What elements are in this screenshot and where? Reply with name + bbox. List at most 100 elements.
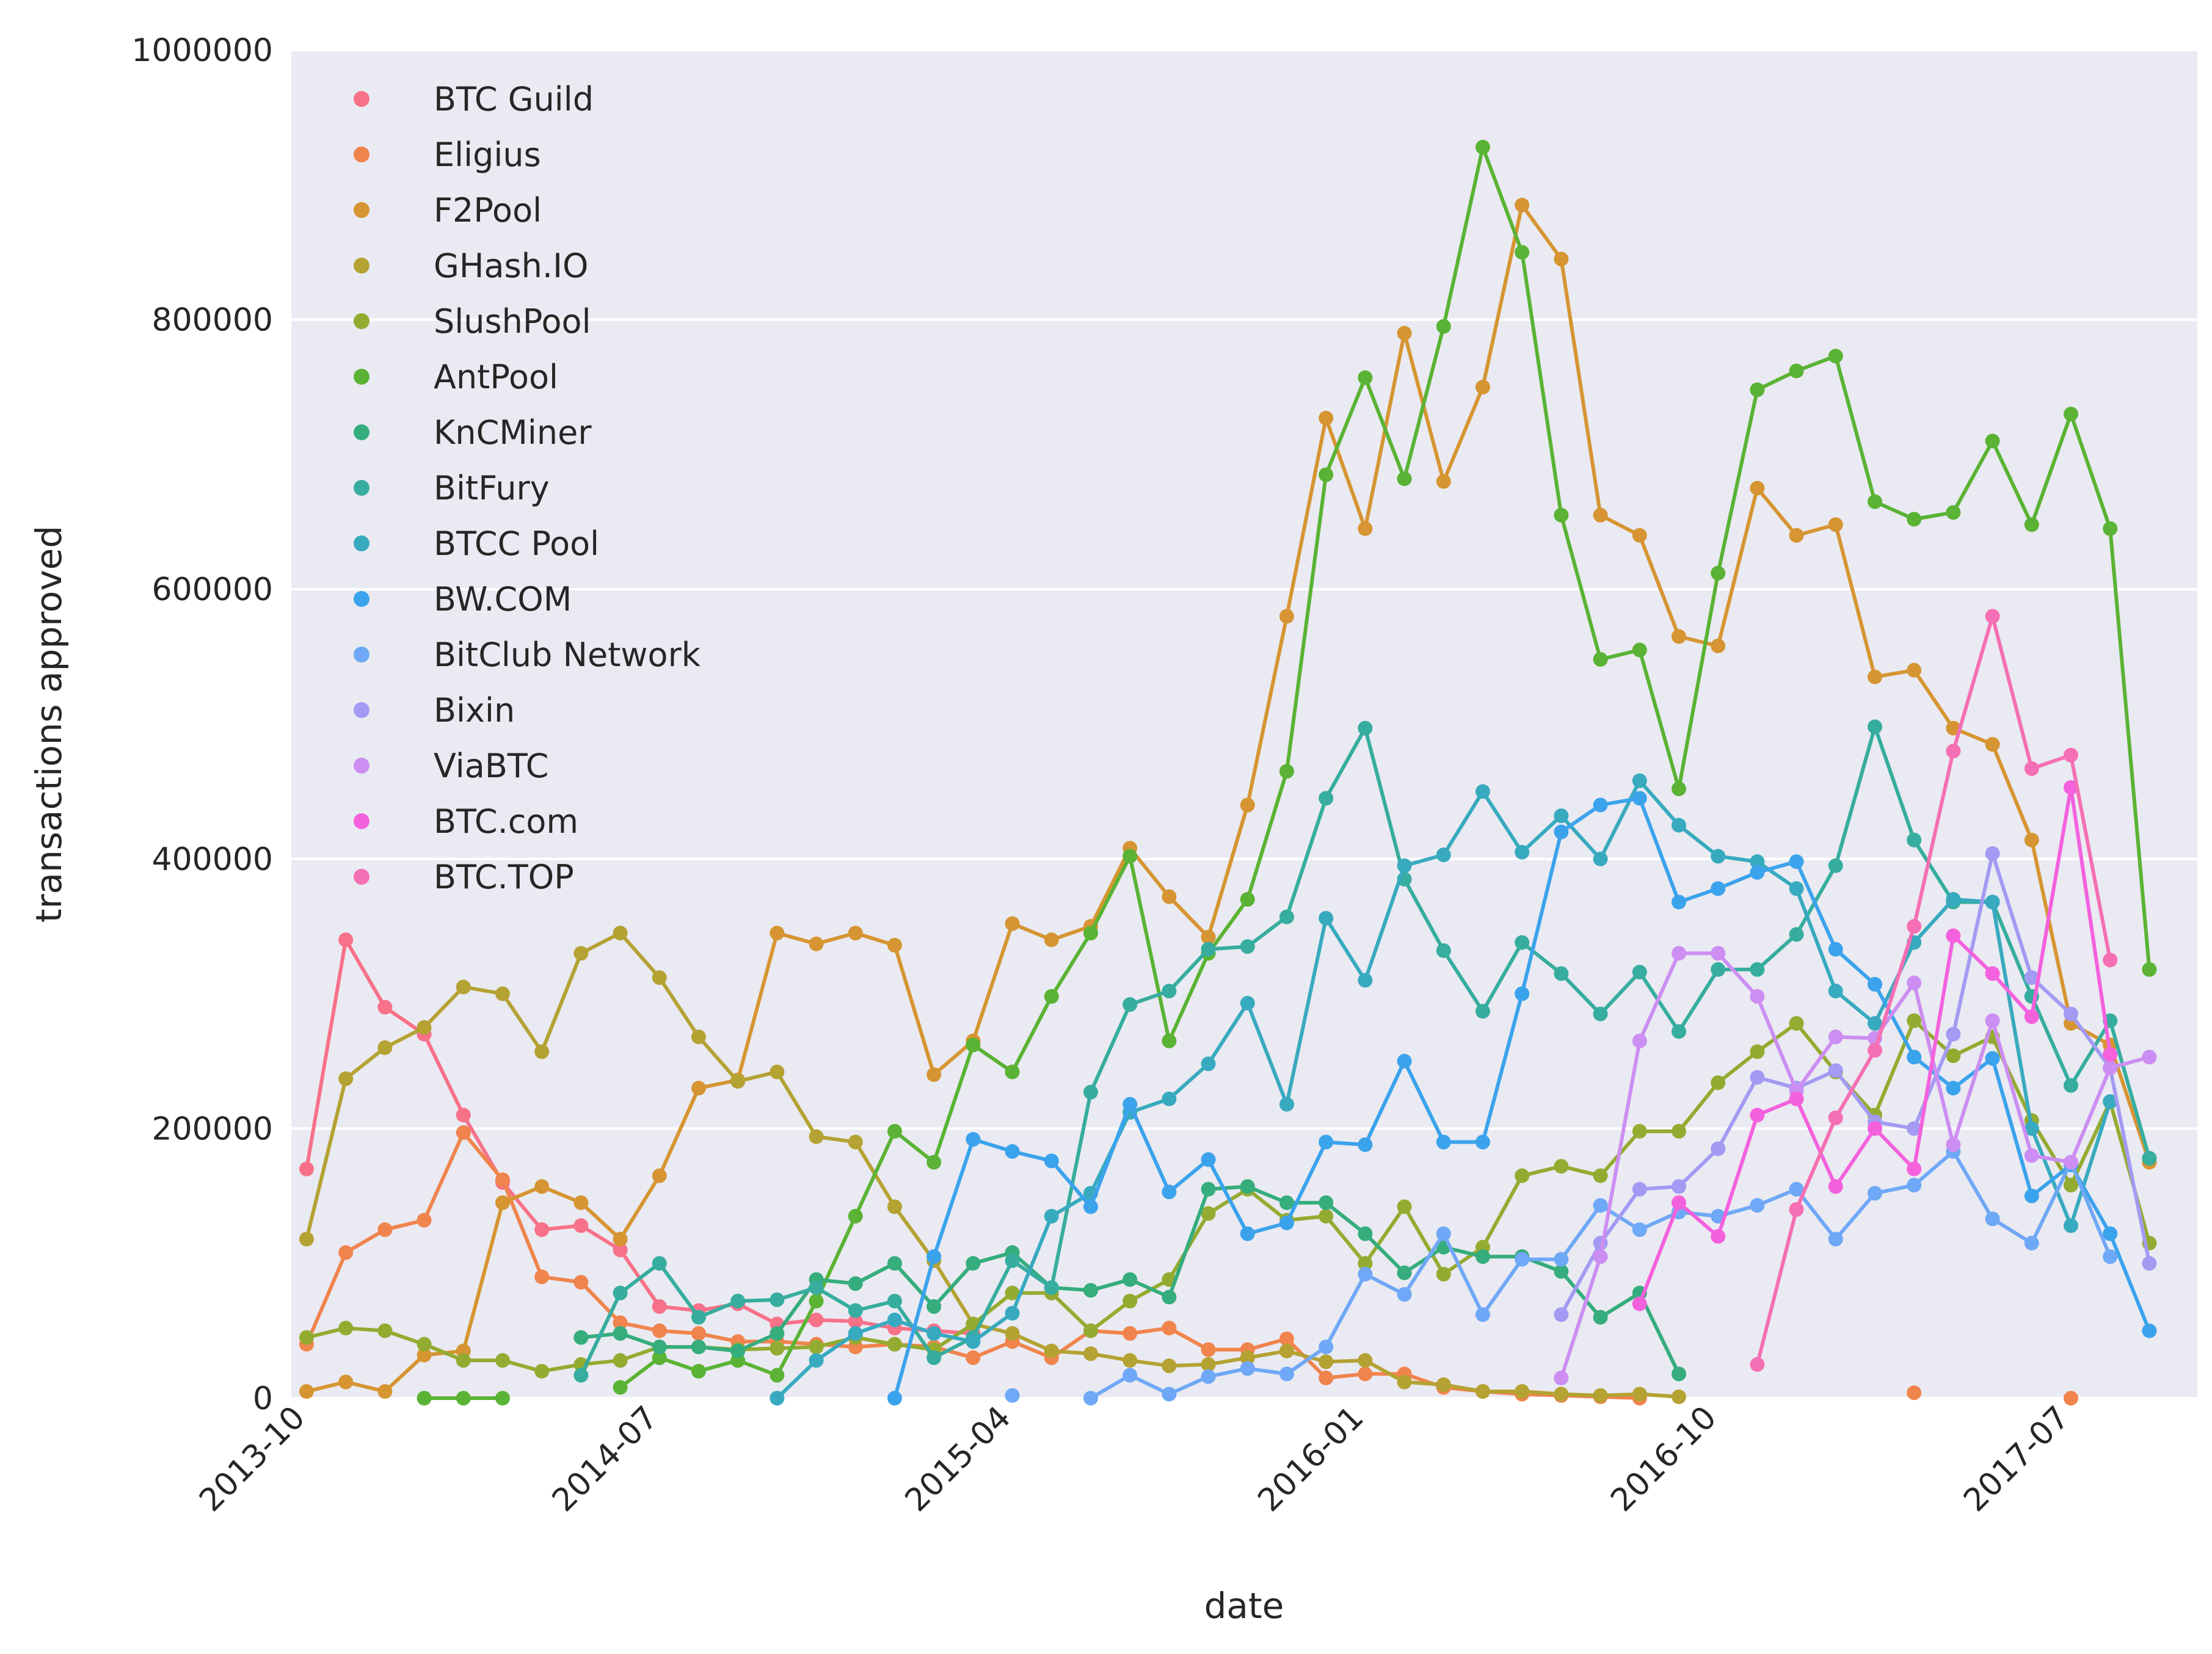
data-point — [1397, 471, 1412, 487]
data-point — [1358, 1226, 1373, 1241]
data-point — [1515, 197, 1530, 212]
data-point — [1632, 1123, 1647, 1139]
series-slushpool — [299, 1013, 2157, 1379]
data-point — [848, 1303, 863, 1318]
data-point — [1279, 1195, 1294, 1210]
data-point — [495, 1172, 510, 1188]
data-point — [1985, 966, 2000, 981]
data-point — [1122, 1368, 1138, 1383]
legend-label: GHash.IO — [434, 247, 589, 285]
data-point — [1162, 889, 1177, 904]
data-point — [1240, 797, 1255, 813]
data-point — [1946, 1048, 1961, 1064]
data-point — [1397, 1054, 1412, 1068]
data-point — [2103, 1249, 2118, 1264]
data-point — [2103, 521, 2118, 536]
data-point — [1201, 1181, 1216, 1197]
data-point — [1319, 1134, 1334, 1150]
data-point — [809, 936, 824, 951]
data-point — [1044, 1208, 1059, 1224]
data-point — [1593, 1310, 1608, 1325]
data-point — [495, 1195, 510, 1210]
data-point — [1083, 1346, 1098, 1362]
data-point — [1515, 986, 1530, 1001]
data-point — [1946, 1026, 1961, 1042]
data-point — [1005, 1326, 1020, 1341]
data-point — [1083, 1084, 1098, 1100]
data-point — [1240, 1226, 1255, 1241]
data-point — [1593, 1006, 1608, 1021]
data-point — [1632, 1387, 1647, 1402]
data-point — [1122, 1294, 1138, 1309]
legend-marker — [354, 147, 369, 162]
data-point — [2142, 1256, 2157, 1271]
data-point — [1554, 1252, 1569, 1267]
data-point — [1358, 1137, 1373, 1152]
data-point — [1279, 1215, 1294, 1230]
series-line — [1755, 614, 2112, 1365]
data-point — [456, 979, 471, 995]
data-point — [1279, 609, 1294, 624]
data-point — [809, 1129, 824, 1144]
data-point — [1711, 881, 1726, 896]
data-point — [769, 1292, 785, 1307]
data-point — [1750, 989, 1765, 1004]
data-point — [1632, 1296, 1647, 1311]
data-point — [887, 1123, 902, 1139]
data-point — [1279, 764, 1294, 779]
data-point — [1475, 139, 1490, 154]
data-point — [1319, 910, 1334, 926]
series-viabtc — [1554, 946, 2157, 1385]
data-point — [2024, 1188, 2039, 1203]
data-point — [1358, 1353, 1373, 1368]
legend-label: BitFury — [434, 469, 550, 507]
data-point — [1672, 946, 1686, 961]
data-point — [1162, 1321, 1177, 1336]
data-point — [691, 1081, 706, 1096]
data-point — [1672, 781, 1686, 796]
data-point — [1162, 1289, 1177, 1305]
data-point — [1162, 1387, 1177, 1402]
data-point — [1789, 854, 1804, 869]
data-point — [1985, 846, 2000, 861]
data-point — [1083, 926, 1098, 941]
data-point — [2024, 1236, 2039, 1251]
data-point — [887, 1312, 902, 1327]
data-point — [1711, 849, 1726, 864]
data-point — [652, 1350, 667, 1365]
data-point — [926, 1067, 942, 1083]
data-point — [1475, 1307, 1490, 1322]
data-point — [377, 1222, 393, 1237]
legend-label: F2Pool — [434, 191, 542, 230]
data-point — [417, 1391, 432, 1406]
legend-marker — [354, 424, 369, 440]
data-point — [2024, 1009, 2039, 1025]
data-point — [1593, 1198, 1608, 1213]
data-point — [1711, 565, 1726, 581]
x-tick-label: 2014-07 — [545, 1399, 665, 1519]
data-point — [1005, 1144, 1020, 1159]
data-point — [1397, 325, 1412, 341]
data-point — [926, 1155, 942, 1170]
data-point — [1358, 720, 1373, 736]
data-point — [1593, 507, 1608, 523]
data-point — [2142, 1050, 2157, 1065]
data-point — [417, 1213, 432, 1228]
data-point — [2103, 1046, 2118, 1062]
series-bitfury — [573, 719, 2157, 1383]
data-point — [1005, 1305, 1020, 1321]
data-point — [1554, 507, 1569, 523]
data-point — [1946, 744, 1961, 759]
data-point — [1750, 481, 1765, 496]
data-point — [1201, 941, 1216, 957]
data-point — [1946, 720, 1961, 736]
data-point — [1593, 797, 1608, 813]
data-point — [1946, 1081, 1961, 1096]
data-point — [1319, 467, 1334, 482]
data-point — [809, 1353, 824, 1368]
data-point — [1397, 1286, 1412, 1302]
data-point — [1240, 892, 1255, 907]
data-point — [1475, 380, 1490, 394]
data-point — [1789, 881, 1804, 896]
